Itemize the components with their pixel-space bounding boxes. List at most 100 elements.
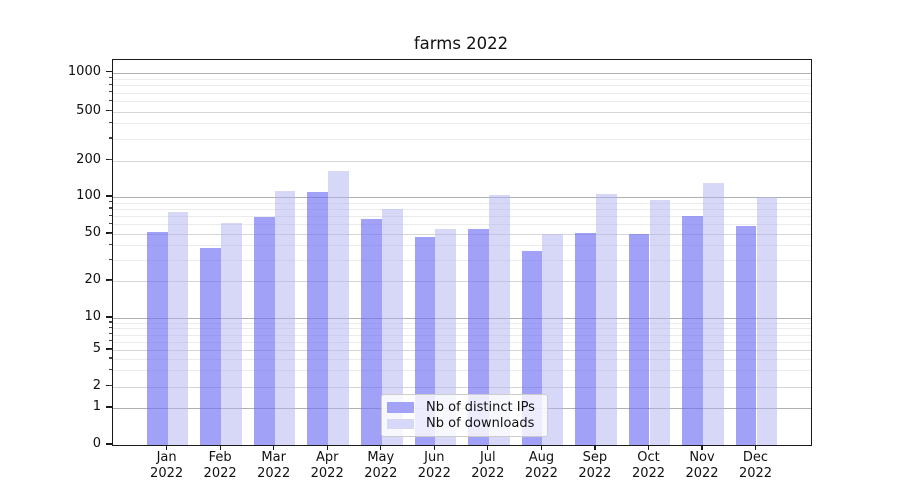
bar-jul-downloads	[488, 195, 510, 445]
x-tick-year: 2022	[471, 466, 505, 481]
bar-mar-downloads	[274, 190, 296, 445]
gridline	[113, 358, 811, 360]
x-tick-mark	[219, 445, 221, 450]
bar-dec-ips	[735, 226, 757, 445]
y-tick-label: 200	[76, 151, 101, 167]
x-tick-mark	[326, 445, 328, 450]
x-tick-month: Sep	[582, 450, 608, 465]
gridline	[113, 101, 811, 103]
bar-jul-ips	[468, 228, 489, 445]
legend-label: Nb of distinct IPs	[426, 399, 535, 415]
x-tick-month: Mar	[261, 450, 286, 465]
gridline	[113, 72, 811, 74]
gridline	[113, 202, 811, 204]
bar-sep-downloads	[595, 193, 617, 445]
x-tick-month: Feb	[208, 450, 232, 465]
gridline	[113, 334, 811, 336]
legend-label: Nb of downloads	[426, 416, 535, 432]
y-minor-tick-mark	[108, 91, 112, 93]
bar-jun-ips	[414, 237, 436, 445]
x-tick-month: May	[367, 450, 395, 465]
gridline	[113, 224, 811, 226]
bar-may-downloads	[381, 208, 403, 445]
y-tick-label: 0	[92, 436, 101, 451]
y-minor-tick-mark	[108, 121, 112, 124]
y-tick-label: 20	[84, 272, 101, 287]
x-tick-month: Dec	[742, 450, 769, 465]
y-minor-tick-mark	[108, 99, 112, 102]
y-minor-tick-mark	[108, 110, 112, 112]
x-tick-year: 2022	[417, 466, 451, 481]
bar-jan-downloads	[167, 211, 189, 445]
legend-row: Nb of distinct IPs	[387, 399, 541, 416]
y-tick-label: 10	[84, 309, 101, 324]
bar-oct-ips	[628, 234, 650, 445]
x-tick-label-nov: Nov 2022	[670, 450, 734, 482]
y-tick-label: 1000	[67, 63, 101, 79]
bar-nov-ips	[682, 216, 703, 445]
x-tick-label-jan: Jan 2022	[135, 450, 199, 482]
y-tick-mark	[106, 71, 112, 73]
y-tick-mark	[106, 406, 112, 408]
y-tick-mark	[106, 443, 112, 445]
x-tick-month: Jul	[479, 450, 496, 465]
bar-mar-ips	[253, 216, 275, 445]
gridline	[113, 208, 811, 210]
y-minor-tick-mark	[108, 258, 112, 260]
x-tick-mark	[594, 445, 596, 450]
gridline	[113, 281, 811, 282]
gridline	[113, 386, 811, 388]
bar-aug-downloads	[542, 234, 564, 445]
x-tick-mark	[487, 445, 489, 450]
y-tick-label: 50	[84, 225, 101, 240]
y-minor-tick-mark	[108, 214, 112, 216]
y-minor-tick-mark	[108, 368, 112, 371]
gridline	[113, 197, 811, 198]
gridline	[113, 260, 811, 262]
legend-row: Nb of downloads	[387, 416, 541, 433]
bar-jun-downloads	[435, 228, 457, 445]
x-tick-mark	[540, 445, 543, 450]
bar-dec-downloads	[756, 196, 778, 445]
y-minor-tick-mark	[108, 201, 112, 203]
x-tick-mark	[433, 445, 435, 450]
legend-swatch	[387, 402, 414, 413]
chart-title: farms 2022	[413, 34, 509, 53]
y-tick-label: 500	[76, 102, 101, 118]
x-tick-label-apr: Apr 2022	[295, 450, 359, 482]
y-minor-tick-mark	[108, 357, 112, 359]
legend-swatch	[387, 418, 414, 429]
y-minor-tick-mark	[108, 348, 112, 350]
x-tick-year: 2022	[364, 466, 398, 481]
y-tick-mark	[106, 316, 112, 318]
y-minor-tick-mark	[108, 321, 112, 323]
x-tick-label-oct: Oct 2022	[617, 450, 681, 482]
x-tick-mark	[701, 445, 703, 450]
x-tick-month: Jun	[424, 450, 445, 465]
gridline	[113, 123, 811, 125]
y-minor-tick-mark	[108, 159, 112, 161]
gridline	[113, 322, 811, 324]
plot-area: Nb of distinct IPs Nb of downloads	[112, 59, 812, 446]
x-tick-year: 2022	[631, 466, 666, 481]
x-tick-year: 2022	[578, 466, 612, 481]
x-tick-label-aug: Aug 2022	[509, 450, 573, 482]
bar-feb-downloads	[221, 223, 242, 445]
x-tick-month: Oct	[637, 450, 660, 465]
y-minor-tick-mark	[108, 77, 112, 79]
x-tick-year: 2022	[203, 466, 237, 481]
gridline	[113, 138, 811, 140]
gridline	[113, 318, 811, 319]
x-tick-label-feb: Feb 2022	[188, 450, 252, 482]
x-tick-mark	[754, 445, 757, 450]
bar-apr-ips	[307, 192, 329, 445]
x-tick-year: 2022	[257, 466, 291, 481]
gridline	[113, 328, 811, 330]
gridline	[113, 341, 811, 343]
bar-sep-ips	[575, 232, 596, 445]
y-minor-tick-mark	[108, 232, 112, 234]
x-tick-mark	[380, 445, 382, 450]
x-tick-label-mar: Mar 2022	[242, 450, 306, 482]
x-tick-mark	[273, 445, 275, 450]
